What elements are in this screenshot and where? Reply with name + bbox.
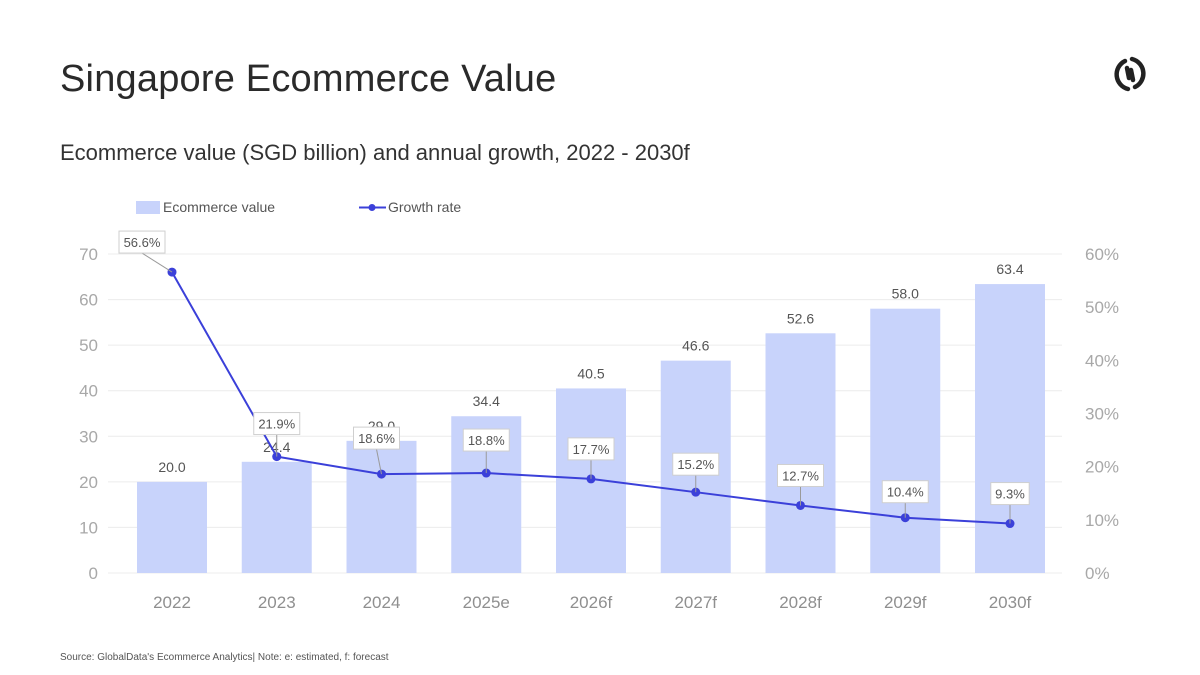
bar-value-label: 58.0: [892, 286, 919, 302]
category-label: 2028f: [779, 593, 822, 612]
bar-value-label: 63.4: [996, 261, 1023, 277]
growth-value-label: 9.3%: [995, 487, 1025, 502]
bar-ecommerce-value: [346, 440, 417, 573]
left-axis-tick: 70: [79, 245, 98, 264]
category-label: 2025e: [463, 593, 510, 612]
growth-label-box: [567, 437, 615, 461]
growth-value-label: 10.4%: [887, 485, 924, 500]
bar-value-label: 20.0: [158, 459, 185, 475]
bar-ecommerce-value: [765, 333, 836, 573]
left-axis-tick: 40: [79, 382, 98, 401]
category-label: 2022: [153, 593, 191, 612]
growth-label-leader: [376, 449, 382, 475]
bar-ecommerce-value: [137, 481, 207, 573]
growth-value-label: 21.9%: [258, 417, 295, 432]
left-axis-tick: 60: [79, 291, 98, 310]
right-axis-tick: 20%: [1085, 458, 1119, 477]
left-axis-tick: 50: [79, 336, 98, 355]
right-axis-tick: 0%: [1085, 564, 1110, 583]
growth-value-label: 15.2%: [677, 457, 714, 472]
bar-ecommerce-value: [975, 284, 1045, 573]
legend-swatch-ecommerce-value: [136, 201, 160, 214]
growth-value-label: 12.7%: [782, 468, 819, 483]
growth-value-label: 18.8%: [468, 433, 505, 448]
left-axis-tick: 0: [89, 564, 98, 583]
growth-label-box: [777, 463, 824, 487]
legend-label-growth-rate: Growth rate: [388, 199, 461, 215]
bar-value-label: 34.4: [473, 393, 500, 409]
growth-value-label: 56.6%: [124, 235, 161, 250]
left-axis-tick: 30: [79, 427, 98, 446]
left-axis-tick: 10: [79, 518, 98, 537]
bar-ecommerce-value: [241, 461, 312, 573]
page-title: Singapore Ecommerce Value: [60, 58, 557, 100]
bar-value-label: 52.6: [787, 310, 814, 326]
chart-legend: Ecommerce value Growth rate: [136, 199, 461, 215]
category-label: 2027f: [674, 593, 717, 612]
growth-value-label: 18.6%: [358, 431, 395, 446]
category-label: 2030f: [989, 593, 1032, 612]
source-note: Source: GlobalData's Ecommerce Analytics…: [60, 652, 389, 663]
growth-label-box: [253, 412, 301, 436]
growth-value-label: 17.7%: [573, 442, 610, 457]
right-axis-tick: 30%: [1085, 405, 1119, 424]
growth-label-box: [353, 426, 400, 450]
category-label: 2023: [258, 593, 296, 612]
category-label: 2029f: [884, 593, 927, 612]
right-axis-tick: 50%: [1085, 298, 1119, 317]
bar-ecommerce-value: [870, 308, 941, 573]
globaldata-logo-icon: [1114, 56, 1146, 92]
right-axis-tick: 60%: [1085, 245, 1119, 264]
bar-value-label: 40.5: [577, 365, 604, 381]
growth-label-box: [672, 452, 720, 476]
right-axis-tick: 40%: [1085, 351, 1119, 370]
chart-subtitle: Ecommerce value (SGD billion) and annual…: [60, 140, 690, 165]
growth-label-box: [462, 428, 510, 452]
legend-label-ecommerce-value: Ecommerce value: [163, 199, 275, 215]
growth-label-box: [118, 230, 166, 254]
bar-value-label: 46.6: [682, 338, 709, 354]
growth-label-box: [990, 482, 1030, 506]
right-axis-tick: 10%: [1085, 511, 1119, 530]
left-axis-tick: 20: [79, 473, 98, 492]
category-label: 2024: [363, 593, 401, 612]
growth-label-leader: [141, 252, 173, 273]
growth-label-box: [881, 480, 929, 504]
category-label: 2026f: [570, 593, 613, 612]
legend-marker-growth-rate: [368, 204, 376, 211]
